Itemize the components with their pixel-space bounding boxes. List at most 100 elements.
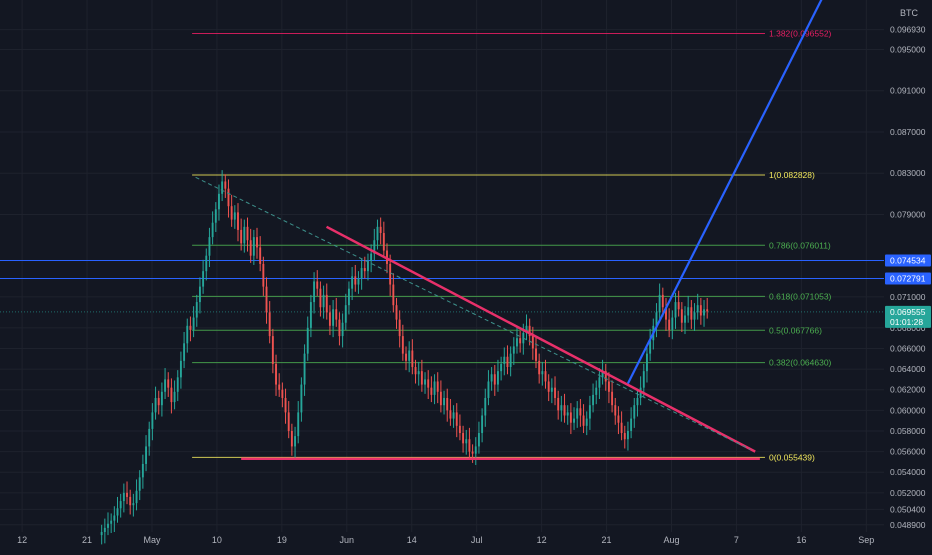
candle-body: [436, 381, 439, 392]
candle-body: [623, 433, 626, 440]
candle-body: [655, 312, 658, 326]
candle-body: [649, 340, 652, 354]
candle-body: [405, 353, 407, 361]
candle-body: [195, 302, 198, 318]
candle-body: [218, 193, 220, 210]
candle-body: [550, 387, 553, 392]
candle-body: [110, 520, 113, 524]
y-tick-label: 0.096930: [890, 25, 926, 35]
candle-body: [465, 439, 468, 444]
candle-body: [607, 381, 610, 392]
candle-body: [636, 397, 639, 406]
candle-body: [160, 391, 163, 406]
candle-body: [414, 367, 417, 375]
candle-body: [566, 412, 569, 416]
candle-body: [481, 415, 484, 434]
candle-body: [246, 226, 249, 241]
candle-body: [297, 412, 300, 437]
candle-body: [363, 268, 366, 272]
y-tick-label: 0.091000: [890, 86, 926, 96]
candle-body: [462, 433, 465, 444]
candle-body: [230, 206, 233, 220]
candle-body: [477, 433, 480, 447]
candle-body: [560, 405, 563, 411]
candle-body: [271, 336, 274, 364]
time-axis-background: [0, 532, 932, 550]
x-tick-label: Sep: [858, 535, 874, 545]
candle-body: [455, 412, 458, 426]
candle-body: [671, 317, 674, 330]
candle-body: [265, 286, 268, 313]
candle-body: [614, 405, 617, 416]
candle-body: [221, 181, 224, 194]
x-tick-label: 10: [212, 535, 222, 545]
candle-body: [661, 294, 664, 308]
candle-body: [411, 350, 414, 368]
candle-body: [420, 371, 423, 385]
candle-body: [433, 381, 436, 395]
candle-body: [569, 412, 572, 423]
x-tick-label: 16: [796, 535, 806, 545]
candle-body: [294, 436, 297, 447]
candle-body: [576, 408, 579, 419]
y-tick-label: 0.087000: [890, 127, 926, 137]
candle-body: [674, 302, 677, 318]
fib-level-label: 1(0.082828): [769, 170, 815, 180]
candle-body: [227, 188, 230, 207]
candle-body: [284, 397, 287, 413]
y-tick-label: 0.056000: [890, 447, 926, 457]
dashed-trend-line: [195, 176, 751, 450]
candle-body: [135, 490, 138, 504]
x-tick-label: 19: [277, 535, 287, 545]
candle-body: [398, 319, 401, 337]
candle-body: [408, 350, 411, 361]
candle-body: [237, 212, 239, 230]
y-tick-label: 0.066000: [890, 343, 926, 353]
candle-body: [547, 381, 550, 392]
x-tick-label: 21: [82, 535, 92, 545]
x-tick-label: Jul: [471, 535, 483, 545]
candle-body: [198, 286, 201, 303]
candle-body: [100, 532, 103, 536]
candle-body: [443, 397, 446, 406]
fib-level-label: 0.786(0.076011): [769, 240, 831, 250]
candle-body: [332, 309, 335, 326]
candle-body: [490, 374, 493, 382]
candle-body: [189, 325, 192, 330]
x-tick-label: 12: [17, 535, 27, 545]
candle-body: [341, 322, 344, 337]
candle-body: [208, 237, 211, 256]
candle-body: [313, 281, 316, 303]
fib-level-label: 0.5(0.067766): [769, 325, 822, 335]
breakout-trend-line: [626, 0, 823, 385]
candle-body: [309, 302, 312, 328]
candle-body: [503, 356, 506, 364]
candle-body: [157, 397, 160, 406]
candle-body: [300, 384, 303, 413]
candle-body: [626, 430, 629, 440]
candle-body: [107, 523, 109, 528]
candle-body: [395, 305, 398, 320]
candle-body: [531, 336, 534, 349]
candle-body: [335, 309, 338, 320]
candle-body: [278, 384, 281, 390]
candle-body: [192, 317, 195, 330]
candle-body: [557, 397, 560, 411]
y-tick-label: 0.064000: [890, 364, 926, 374]
candle-body: [487, 381, 490, 398]
candle-body: [703, 309, 705, 316]
candle-body: [598, 377, 601, 388]
candle-body: [287, 412, 290, 431]
candle-body: [256, 237, 258, 248]
candle-body: [617, 415, 620, 423]
candle-body: [633, 405, 636, 419]
candle-body: [392, 284, 395, 306]
y-tick-label: 0.071000: [890, 292, 926, 302]
candle-body: [303, 353, 306, 385]
candle-body: [471, 451, 474, 454]
x-tick-label: 12: [537, 535, 547, 545]
candle-body: [183, 343, 186, 361]
candle-body: [167, 379, 170, 388]
